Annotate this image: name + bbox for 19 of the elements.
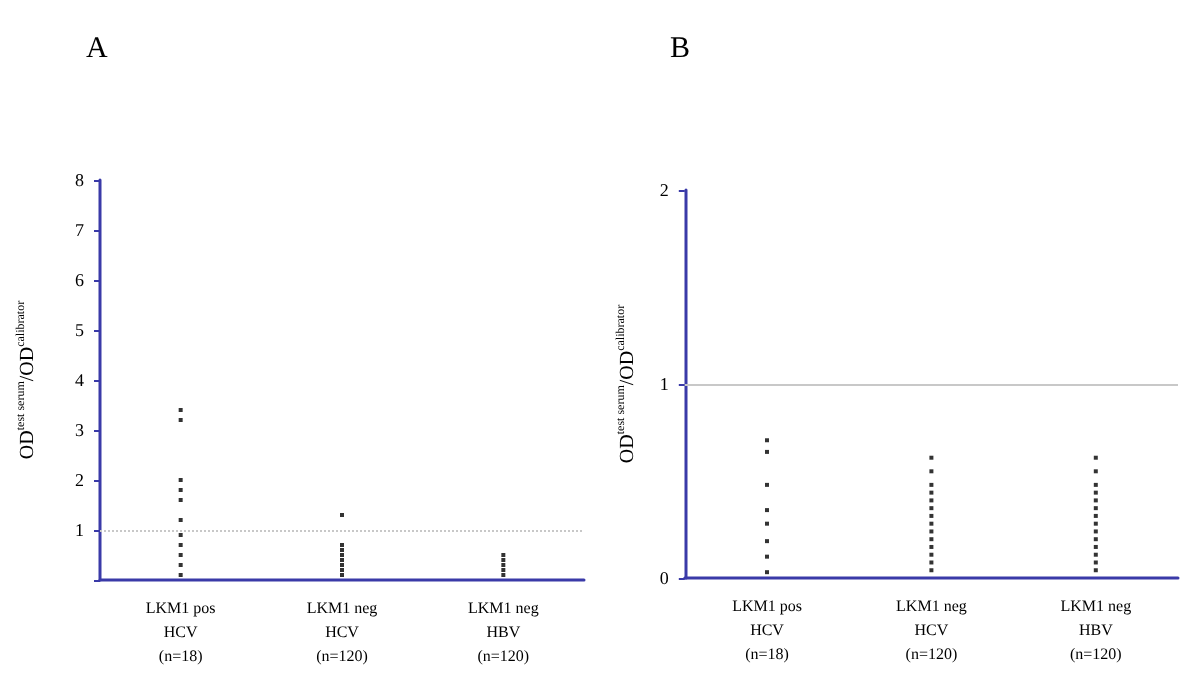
y-tick-label: 2 <box>659 180 669 200</box>
y-tick-label: 1 <box>75 520 84 540</box>
y-tick-label: 6 <box>75 270 85 290</box>
chart-title: A <box>86 33 108 65</box>
x-tick-label: LKM1 pos HCV (n=18) <box>145 599 216 665</box>
x-tick-label: LKM1 pos HCV (n=18) <box>732 597 802 663</box>
y-tick-label: 2 <box>75 470 84 490</box>
chart-title: B <box>670 33 691 65</box>
y-tick-label: 7 <box>75 220 85 240</box>
x-tick-label: LKM1 neg HCV (n=120) <box>306 599 378 665</box>
x-tick-label: LKM1 neg HBV (n=120) <box>468 599 539 665</box>
y-tick-label: 1 <box>659 374 669 394</box>
x-tick-label: LKM1 neg HBV (n=120) <box>1060 597 1132 663</box>
y-tick-label: 3 <box>75 420 85 440</box>
y-tick-label: 5 <box>75 320 85 340</box>
y-tick-label: 0 <box>659 568 670 588</box>
y-tick-label: 8 <box>75 170 85 190</box>
x-tick-label: LKM1 neg HCV (n=120) <box>896 597 967 663</box>
y-tick-label: 4 <box>75 370 85 390</box>
